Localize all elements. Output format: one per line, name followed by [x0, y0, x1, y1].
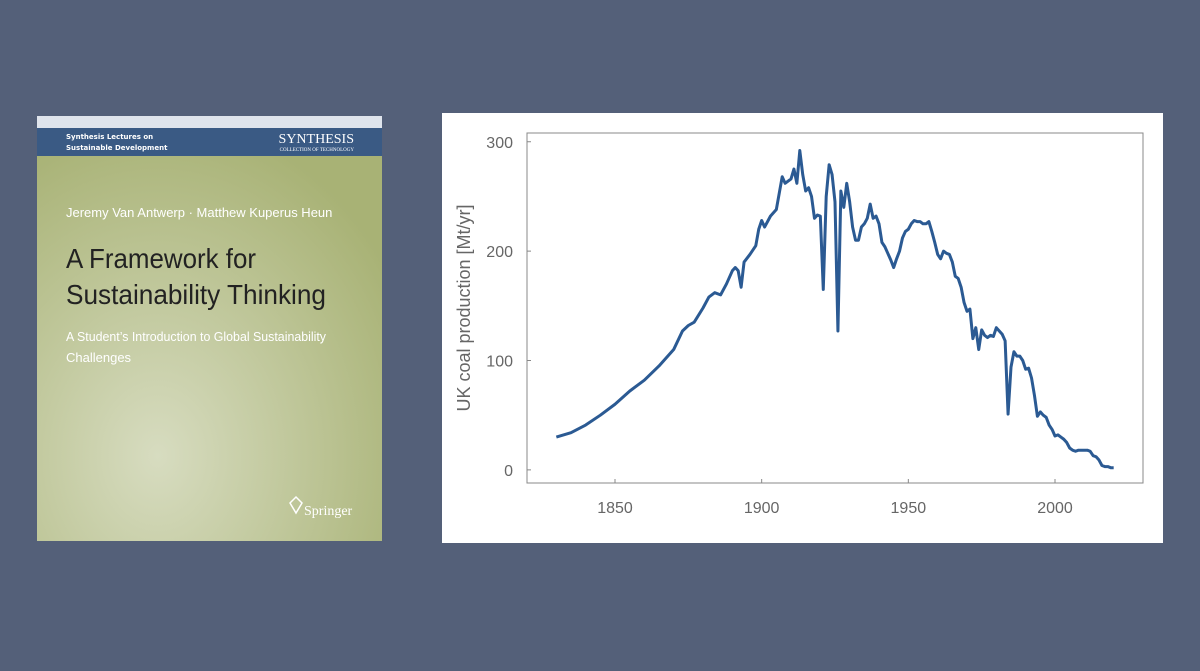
- y-tick-label: 100: [486, 354, 513, 371]
- x-tick-label: 2000: [1037, 500, 1073, 517]
- x-tick-label: 1850: [597, 500, 633, 517]
- subtitle-line: Challenges: [66, 350, 132, 365]
- chart-panel: [442, 113, 1163, 543]
- series-line: Sustainable Development: [66, 144, 168, 152]
- plot: 0 100 200 300 1850 1900 1950 2000: [486, 135, 1114, 517]
- collection-name: SYNTHESIS: [279, 132, 354, 147]
- x-tick-label: 1950: [891, 500, 927, 517]
- publisher: Springer: [304, 504, 353, 519]
- collection-sub: COLLECTION OF TECHNOLOGY: [280, 148, 355, 153]
- springer-logo: [289, 495, 303, 515]
- title-line: Sustainability Thinking: [66, 279, 326, 310]
- book-cover: Synthesis Lectures on Sustainable Develo…: [37, 116, 382, 541]
- cover-top-bar: [37, 116, 382, 128]
- subtitle-line: A Student’s Introduction to Global Susta…: [66, 329, 326, 344]
- plot-frame: [526, 132, 1144, 484]
- y-tick-label: 200: [486, 244, 513, 261]
- data-line: [555, 149, 1114, 470]
- y-axis-label: UK coal production [Mt/yr]: [454, 204, 474, 411]
- cover-band: [37, 128, 382, 156]
- authors: Jeremy Van Antwerp · Matthew Kuperus Heu…: [66, 205, 332, 220]
- x-tick-label: 1900: [744, 500, 780, 517]
- y-tick-label: 0: [504, 463, 513, 480]
- series-line: Synthesis Lectures on: [66, 133, 153, 141]
- cover-body: [37, 116, 382, 541]
- title-line: A Framework for: [66, 243, 256, 274]
- y-tick-label: 300: [486, 135, 513, 152]
